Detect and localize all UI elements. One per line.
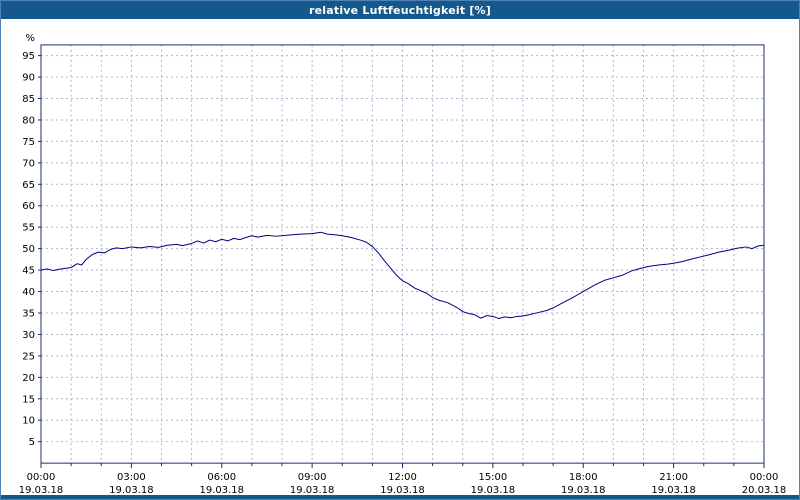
- svg-text:03:00: 03:00: [117, 472, 146, 483]
- svg-text:19.03.18: 19.03.18: [561, 485, 605, 495]
- humidity-line-chart: 5 10 15 20 25 30 35 40 45 50 55 60 65 70 75 80 85 90 95% 00…: [19, 33, 786, 495]
- svg-text:19.03.18: 19.03.18: [290, 485, 334, 495]
- svg-text:80: 80: [22, 115, 35, 126]
- svg-text:19.03.18: 19.03.18: [19, 485, 63, 495]
- svg-text:20.03.18: 20.03.18: [742, 485, 786, 495]
- svg-text:%: %: [25, 33, 35, 44]
- chart-area: 5 10 15 20 25 30 35 40 45 50 55 60 65 70 75 80 85 90 95% 00…: [1, 19, 799, 495]
- svg-text:30: 30: [22, 330, 35, 341]
- svg-text:40: 40: [22, 287, 35, 298]
- svg-text:45: 45: [22, 266, 35, 277]
- svg-text:5: 5: [29, 437, 35, 448]
- svg-text:19.03.18: 19.03.18: [109, 485, 153, 495]
- svg-text:15:00: 15:00: [478, 472, 507, 483]
- chart-title-bar: relative Luftfeuchtigkeit [%]: [1, 1, 799, 19]
- svg-text:70: 70: [22, 158, 35, 169]
- svg-text:55: 55: [22, 223, 35, 234]
- svg-text:60: 60: [22, 201, 35, 212]
- svg-text:75: 75: [22, 137, 35, 148]
- svg-text:25: 25: [22, 351, 35, 362]
- svg-text:19.03.18: 19.03.18: [651, 485, 695, 495]
- svg-text:50: 50: [22, 244, 35, 255]
- svg-text:21:00: 21:00: [659, 472, 688, 483]
- svg-text:10: 10: [22, 416, 35, 427]
- svg-text:19.03.18: 19.03.18: [200, 485, 244, 495]
- bottom-border-bar: [1, 495, 799, 499]
- chart-title: relative Luftfeuchtigkeit [%]: [309, 3, 491, 17]
- svg-text:12:00: 12:00: [388, 472, 417, 483]
- svg-text:00:00: 00:00: [27, 472, 56, 483]
- svg-text:90: 90: [22, 73, 35, 84]
- svg-text:65: 65: [22, 180, 35, 191]
- svg-text:95: 95: [22, 51, 35, 62]
- svg-text:09:00: 09:00: [298, 472, 327, 483]
- svg-text:85: 85: [22, 94, 35, 105]
- svg-text:18:00: 18:00: [569, 472, 598, 483]
- svg-text:19.03.18: 19.03.18: [380, 485, 424, 495]
- svg-text:15: 15: [22, 394, 35, 405]
- svg-text:35: 35: [22, 308, 35, 319]
- svg-text:00:00: 00:00: [750, 472, 779, 483]
- svg-text:20: 20: [22, 373, 35, 384]
- svg-text:19.03.18: 19.03.18: [471, 485, 515, 495]
- svg-text:06:00: 06:00: [207, 472, 236, 483]
